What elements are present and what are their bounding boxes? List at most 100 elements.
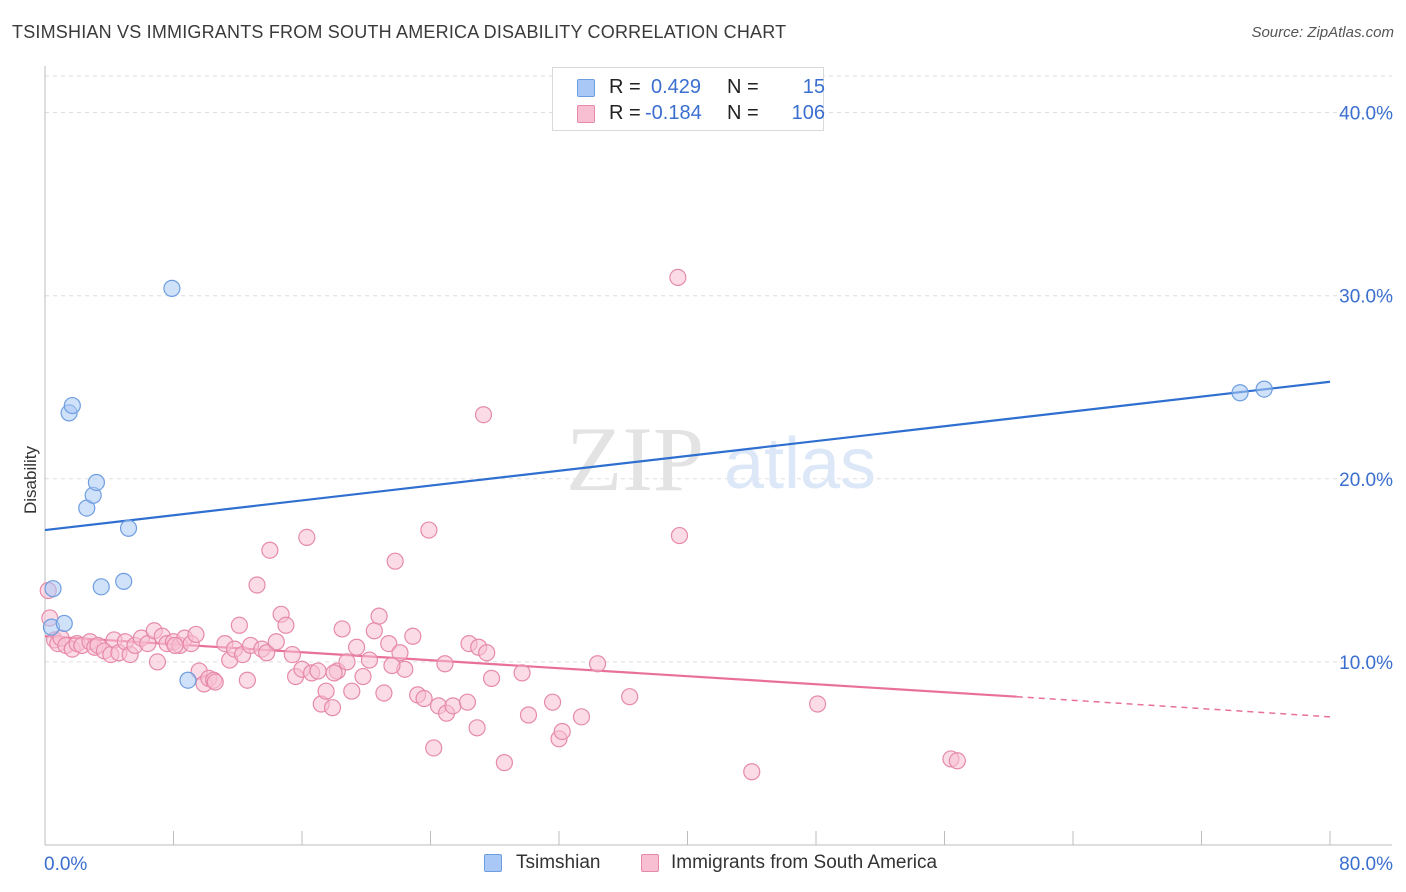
immigrants-point: [513, 664, 531, 682]
immigrants-point: [553, 722, 571, 741]
immigrants-point: [444, 697, 462, 715]
tsimshian-point: [163, 279, 181, 297]
immigrants-point: [283, 645, 301, 664]
tsimshian-point: [179, 671, 197, 689]
immigrants-point: [277, 616, 295, 634]
immigrants-point: [669, 268, 687, 287]
x-tick-labels: 0.0% 80.0%: [44, 854, 1393, 875]
tsimshian-point: [119, 519, 138, 537]
immigrants-point: [343, 682, 361, 700]
immigrants-trend-extension: [1016, 695, 1331, 718]
immigrants-point: [187, 625, 205, 644]
immigrants-point: [386, 552, 404, 570]
tsimshian-point: [55, 614, 73, 633]
immigrants-point: [588, 655, 607, 673]
immigrants-point: [230, 616, 248, 634]
immigrants-point: [809, 695, 827, 713]
bottom-legend-swatch-tsimshian: [484, 854, 502, 872]
immigrants-point: [261, 541, 279, 559]
tsimshian-trend-line: [44, 380, 1331, 532]
tsimshian-point: [44, 580, 62, 598]
y-tick-label: 20.0%: [1339, 470, 1393, 491]
immigrants-point: [425, 739, 443, 757]
x-tick-label: 80.0%: [1339, 854, 1393, 875]
immigrants-point: [206, 673, 224, 691]
immigrants-point: [415, 689, 433, 708]
immigrants-point: [298, 528, 316, 547]
immigrants-point: [166, 636, 184, 655]
immigrants-point: [238, 671, 256, 689]
immigrants-point: [148, 653, 167, 671]
immigrants-point: [572, 708, 591, 726]
immigrants-point: [436, 655, 454, 673]
watermark: ZIP atlas: [566, 408, 876, 510]
immigrants-point: [317, 682, 335, 700]
chart-title: TSIMSHIAN VS IMMIGRANTS FROM SOUTH AMERI…: [12, 22, 787, 42]
immigrants-point: [458, 693, 477, 711]
immigrants-point: [348, 638, 366, 656]
legend-n-value: 15: [802, 76, 825, 98]
immigrants-point: [743, 763, 761, 781]
immigrants-point: [338, 653, 356, 671]
immigrants-point: [248, 576, 266, 594]
immigrants-point: [468, 719, 486, 737]
watermark-zip: ZIP: [566, 408, 704, 510]
y-tick-label: 30.0%: [1339, 287, 1393, 308]
y-axis-label: Disability: [21, 445, 40, 514]
immigrants-point: [482, 669, 501, 687]
legend-swatch-tsimshian: [577, 79, 595, 97]
immigrants-point: [267, 633, 285, 651]
immigrants-point: [670, 526, 689, 545]
legend-r-value: -0.184: [645, 102, 702, 124]
source-label: Source: ZipAtlas.com: [1251, 24, 1394, 41]
legend-swatch-immigrants: [577, 105, 595, 123]
tsimshian-point: [1231, 384, 1249, 402]
tsimshian-point: [115, 572, 133, 590]
legend-r-value: 0.429: [651, 76, 702, 98]
tsimshian-point: [87, 473, 106, 492]
immigrants-point: [325, 664, 343, 682]
immigrants-point: [621, 688, 639, 706]
axes: [44, 66, 1392, 846]
tsimshian-point: [1255, 380, 1273, 398]
bottom-legend-label: Tsimshian: [516, 852, 601, 873]
immigrants-point: [360, 651, 379, 669]
y-axis-label-wrap: Disability: [2, 350, 52, 610]
immigrants-point: [370, 607, 388, 625]
trend-lines: [44, 380, 1331, 718]
bottom-legend-label: Immigrants from South America: [671, 852, 938, 873]
immigrants-point: [354, 667, 372, 686]
immigrants-point: [365, 622, 383, 640]
y-tick-label: 10.0%: [1339, 653, 1393, 674]
legend-r-label: R =: [609, 76, 641, 98]
data-points: [39, 268, 1273, 781]
tsimshian-point: [63, 396, 81, 415]
correlation-legend: R = 0.429 N = 15 R = -0.184 N = 106: [552, 67, 825, 131]
immigrants-point: [948, 752, 966, 770]
immigrants-point: [258, 644, 276, 662]
y-tick-labels: 10.0% 20.0% 30.0% 40.0%: [1339, 104, 1393, 674]
bottom-legend-swatch-immigrants: [641, 854, 659, 872]
legend-n-label: N =: [727, 76, 759, 98]
immigrants-point: [375, 684, 393, 702]
immigrants-point: [309, 662, 327, 680]
immigrants-point: [380, 634, 398, 653]
grid: [45, 75, 1392, 663]
legend-n-label: N =: [727, 102, 759, 124]
tsimshian-point: [92, 578, 110, 596]
immigrants-point: [519, 706, 538, 724]
x-tick-label: 0.0%: [44, 854, 87, 875]
y-tick-label: 40.0%: [1339, 104, 1393, 125]
immigrants-point: [420, 521, 438, 539]
immigrants-point: [404, 627, 422, 645]
legend-n-value: 106: [791, 102, 825, 124]
immigrants-point: [478, 644, 496, 662]
immigrants-point: [323, 699, 342, 717]
legend-r-label: R =: [609, 102, 641, 124]
immigrants-point: [474, 406, 493, 424]
immigrants-point: [391, 644, 409, 662]
immigrants-point: [383, 656, 401, 675]
immigrants-point: [333, 620, 351, 638]
immigrants-point: [495, 754, 513, 772]
